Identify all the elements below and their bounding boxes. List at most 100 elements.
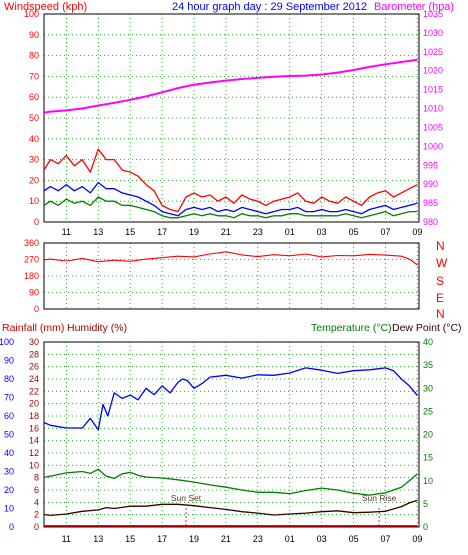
compass-label: W	[436, 256, 448, 270]
humidity-tick-label: 2	[34, 510, 39, 520]
series-average	[43, 196, 418, 219]
time-tick-label: 01	[285, 227, 295, 237]
time-tick-label: 09	[412, 227, 422, 237]
humidity-tick-label: 22	[29, 386, 39, 396]
direction-tick-label: 90	[29, 288, 39, 298]
compass-label: S	[436, 274, 444, 288]
humidity-tick-label: 8	[34, 473, 39, 483]
series-dew-point	[43, 499, 418, 517]
rainfall-tick-label: 80	[4, 374, 14, 384]
time-tick-label: 03	[317, 227, 327, 237]
barometer-tick-label: 1035	[423, 9, 443, 19]
temperature-axis-title: Temperature (°C)	[311, 322, 392, 334]
windspeed-tick-label: 90	[29, 30, 39, 40]
humidity-tick-label: 26	[29, 362, 39, 372]
series-gust	[43, 148, 418, 213]
windspeed-tick-label: 70	[29, 71, 39, 81]
direction-tick-label: 360	[24, 238, 39, 248]
windspeed-axis-title: Windspeed (kph)	[4, 1, 87, 13]
temperature-tick-label: 40	[423, 337, 433, 347]
rainfall-tick-label: 20	[4, 485, 14, 495]
windspeed-tick-label: 100	[24, 9, 39, 19]
windspeed-tick-label: 10	[29, 196, 39, 206]
temperature-tick-label: 0	[423, 522, 428, 532]
temperature-tick-label: 20	[423, 430, 433, 440]
temperature-tick-label: 35	[423, 360, 433, 370]
compass-label: N	[436, 307, 445, 321]
temperature-tick-label: 10	[423, 476, 433, 486]
series-humidity	[43, 367, 418, 431]
barometer-tick-label: 990	[423, 179, 438, 189]
graph-title: 24 hour graph day : 29 September 2012	[172, 1, 367, 13]
rainfall-tick-label: 10	[4, 504, 14, 514]
rainfall-tick-label: 60	[4, 411, 14, 421]
time-tick-label: 05	[349, 227, 359, 237]
rainfall-tick-label: 70	[4, 393, 14, 403]
grid-layer	[43, 13, 420, 528]
humidity-tick-label: 18	[29, 411, 39, 421]
bottom-time-tick-label: 21	[221, 534, 231, 544]
humidity-tick-label: 16	[29, 423, 39, 433]
time-tick-label: 11	[62, 227, 71, 237]
windspeed-tick-label: 80	[29, 51, 39, 61]
series-wind-direction	[43, 251, 418, 266]
rainfall-tick-label: 40	[4, 448, 14, 458]
temperature-tick-label: 30	[423, 383, 433, 393]
humidity-tick-label: 12	[29, 448, 39, 458]
direction-plot-frame	[43, 242, 420, 310]
time-tick-label: 23	[253, 227, 263, 237]
time-tick-label: 17	[157, 227, 167, 237]
bottom-time-tick-label: 11	[62, 534, 71, 544]
windspeed-plot-frame	[43, 13, 420, 223]
bottom-time-tick-label: 13	[93, 534, 103, 544]
time-tick-label: 19	[189, 227, 199, 237]
rainfall-tick-label: 0	[9, 522, 14, 532]
temperature-tick-label: 15	[423, 453, 433, 463]
rainfall-tick-label: 30	[4, 467, 14, 477]
bottom-time-tick-label: 07	[380, 534, 390, 544]
compass-label: N	[436, 239, 445, 253]
temperature-tick-label: 5	[423, 499, 428, 509]
annotations-layer: Sun Set Sun Rise	[171, 493, 397, 527]
barometer-tick-label: 985	[423, 198, 438, 208]
windspeed-tick-label: 0	[34, 217, 39, 227]
barometer-axis-title: Barometer (hpa)	[374, 1, 454, 13]
humidity-tick-label: 4	[34, 497, 39, 507]
tick-labels-layer: 0102030405060708090100980985990995100010…	[0, 9, 448, 544]
humidity-tick-label: 14	[29, 436, 39, 446]
sun-set-label: Sun Set	[171, 493, 202, 503]
humidity-tick-label: 24	[29, 374, 39, 384]
barometer-tick-label: 980	[423, 217, 438, 227]
time-tick-label: 15	[125, 227, 135, 237]
barometer-tick-label: 1015	[423, 85, 443, 95]
bottom-time-tick-label: 15	[125, 534, 135, 544]
humidity-tick-label: 30	[29, 337, 39, 347]
humidity-tick-label: 28	[29, 349, 39, 359]
rainfall-tick-label: 100	[0, 337, 14, 347]
series-windspeed	[43, 181, 418, 217]
barometer-tick-label: 1030	[423, 28, 443, 38]
bottom-time-tick-label: 05	[349, 534, 359, 544]
bottom-time-tick-label: 01	[285, 534, 295, 544]
bottom-time-tick-label: 23	[253, 534, 263, 544]
bottom-time-tick-label: 17	[157, 534, 167, 544]
humidity-tick-label: 10	[29, 460, 39, 470]
windspeed-tick-label: 40	[29, 134, 39, 144]
barometer-tick-label: 995	[423, 160, 438, 170]
bottom-time-tick-label: 03	[317, 534, 327, 544]
time-tick-label: 13	[93, 227, 103, 237]
time-tick-label: 21	[221, 227, 231, 237]
rainfall-axis-title: Rainfall (mm)	[2, 322, 64, 334]
series-temperature	[43, 468, 418, 496]
windspeed-tick-label: 30	[29, 155, 39, 165]
dewpoint-axis-title: Dew Point (°C)	[392, 322, 462, 334]
windspeed-tick-label: 20	[29, 175, 39, 185]
time-tick-label: 07	[380, 227, 390, 237]
bottom-time-tick-label: 09	[412, 534, 422, 544]
direction-tick-label: 270	[24, 255, 39, 265]
humidity-tick-label: 20	[29, 399, 39, 409]
windspeed-tick-label: 50	[29, 113, 39, 123]
